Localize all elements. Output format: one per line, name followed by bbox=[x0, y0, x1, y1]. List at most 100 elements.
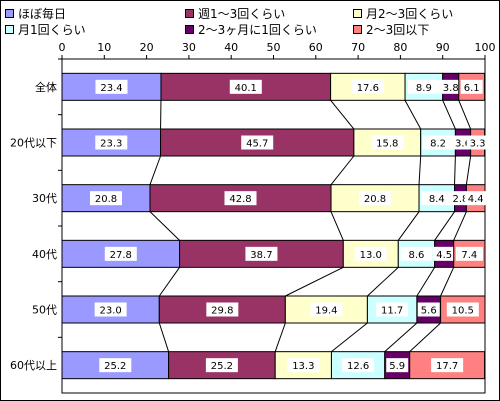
data-label-bg bbox=[460, 79, 483, 94]
series-connector-line bbox=[454, 155, 456, 185]
category-label: 全体 bbox=[35, 80, 57, 94]
data-label: 13.3 bbox=[292, 361, 314, 372]
data-label-bg bbox=[104, 246, 137, 261]
x-tick-label: 60 bbox=[309, 41, 323, 54]
data-label: 27.8 bbox=[110, 250, 132, 261]
data-label-bg bbox=[466, 135, 489, 150]
series-connector-line bbox=[465, 155, 472, 185]
legend-swatch-monthly-2-3 bbox=[353, 9, 362, 18]
category-label: 30代 bbox=[32, 192, 57, 205]
data-label: 10.5 bbox=[452, 306, 474, 317]
data-label-bg bbox=[464, 191, 487, 206]
series-connector-line bbox=[453, 211, 467, 241]
data-label: 3.8 bbox=[443, 83, 459, 94]
data-label-bg bbox=[455, 246, 483, 261]
data-label-bg bbox=[94, 302, 127, 317]
data-label-bg bbox=[95, 79, 128, 94]
data-label: 17.7 bbox=[436, 361, 458, 372]
data-label: 13.0 bbox=[360, 250, 382, 261]
data-label-bg bbox=[245, 246, 278, 261]
data-label: 8.6 bbox=[409, 250, 425, 261]
legend-swatch-weekly bbox=[185, 9, 194, 18]
data-label: 23.0 bbox=[100, 306, 122, 317]
data-label-bg bbox=[359, 191, 392, 206]
legend-item-bimonthly: 2～3ヶ月に1回くらい bbox=[185, 23, 317, 37]
data-label: 40.1 bbox=[235, 83, 257, 94]
plot-area bbox=[61, 58, 486, 394]
series-connector-line bbox=[416, 267, 436, 297]
legend-item-monthly-2-3: 月2～3回くらい bbox=[353, 7, 453, 21]
data-label-bg bbox=[417, 302, 440, 317]
data-label: 17.6 bbox=[357, 83, 379, 94]
x-tick-label: 100 bbox=[475, 41, 496, 54]
data-label-bg bbox=[371, 135, 404, 150]
data-label-bg bbox=[422, 135, 454, 150]
data-label: 23.4 bbox=[100, 83, 122, 94]
data-label-bg bbox=[407, 79, 440, 94]
x-tick-label: 30 bbox=[182, 41, 196, 54]
data-label: 4.4 bbox=[468, 194, 484, 205]
data-label-bg bbox=[421, 191, 453, 206]
data-label: 3.3 bbox=[470, 139, 486, 150]
data-label: 11.7 bbox=[381, 306, 403, 317]
x-tick-label: 0 bbox=[59, 41, 66, 54]
category-label: 40代 bbox=[32, 248, 57, 261]
data-label: 23.3 bbox=[100, 139, 122, 150]
data-label: 8.4 bbox=[429, 194, 445, 205]
data-label: 8.9 bbox=[416, 83, 432, 94]
data-label: 25.2 bbox=[211, 361, 233, 372]
data-label-bg bbox=[386, 358, 409, 373]
series-connector-line bbox=[440, 267, 455, 297]
data-label: 12.6 bbox=[347, 361, 369, 372]
data-label-bg bbox=[354, 246, 387, 261]
data-label: 20.8 bbox=[364, 194, 386, 205]
data-label-bg bbox=[446, 302, 479, 317]
data-label: 19.4 bbox=[315, 306, 337, 317]
legend-label-bimonthly: 2～3ヶ月に1回くらい bbox=[198, 23, 317, 37]
x-tick-label: 70 bbox=[351, 41, 365, 54]
series-connector-line bbox=[330, 211, 344, 241]
series-connector-line bbox=[384, 322, 418, 353]
x-tick-label: 10 bbox=[97, 41, 111, 54]
data-label: 4.5 bbox=[436, 250, 452, 261]
data-label-bg bbox=[376, 302, 409, 317]
legend-swatch-bimonthly bbox=[185, 25, 194, 34]
data-label: 2.8 bbox=[453, 194, 469, 205]
series-connector-line bbox=[274, 322, 286, 352]
data-label-bg bbox=[342, 358, 375, 373]
data-label-bg bbox=[400, 246, 433, 261]
legend-swatch-monthly-1 bbox=[5, 25, 14, 34]
data-label: 8.2 bbox=[430, 139, 446, 150]
category-label: 60代以上 bbox=[10, 359, 57, 372]
data-label: 38.7 bbox=[250, 250, 272, 261]
bar-segment bbox=[61, 72, 162, 101]
x-tick-label: 90 bbox=[436, 41, 450, 54]
data-label-bg bbox=[310, 302, 343, 317]
series-connector-line bbox=[404, 100, 422, 130]
data-label-bg bbox=[287, 358, 320, 373]
data-label-bg bbox=[99, 358, 132, 373]
data-label: 42.8 bbox=[229, 194, 251, 205]
series-connector-line bbox=[442, 100, 456, 130]
data-label: 45.7 bbox=[246, 139, 268, 150]
data-label-bg bbox=[206, 302, 239, 317]
data-label: 15.8 bbox=[376, 139, 398, 150]
series-connector-line bbox=[149, 155, 162, 185]
data-label-bg bbox=[89, 191, 122, 206]
legend-label-daily: ほぼ毎日 bbox=[18, 7, 67, 21]
series-connector-line bbox=[149, 211, 180, 241]
series-connector-line bbox=[409, 322, 441, 353]
series-connector-line bbox=[434, 211, 455, 241]
data-label-bg bbox=[224, 191, 257, 206]
legend-swatch-daily bbox=[5, 9, 14, 18]
legend-label-rarely: 2～3回以下 bbox=[366, 23, 430, 37]
series-connector-line bbox=[458, 100, 472, 130]
data-label-bg bbox=[431, 358, 464, 373]
data-label-bg bbox=[95, 135, 128, 150]
series-connector-line bbox=[330, 155, 355, 185]
x-tick-label: 50 bbox=[267, 41, 281, 54]
category-label: 50代 bbox=[32, 304, 57, 317]
legend-item-rarely: 2～3回以下 bbox=[353, 23, 430, 37]
